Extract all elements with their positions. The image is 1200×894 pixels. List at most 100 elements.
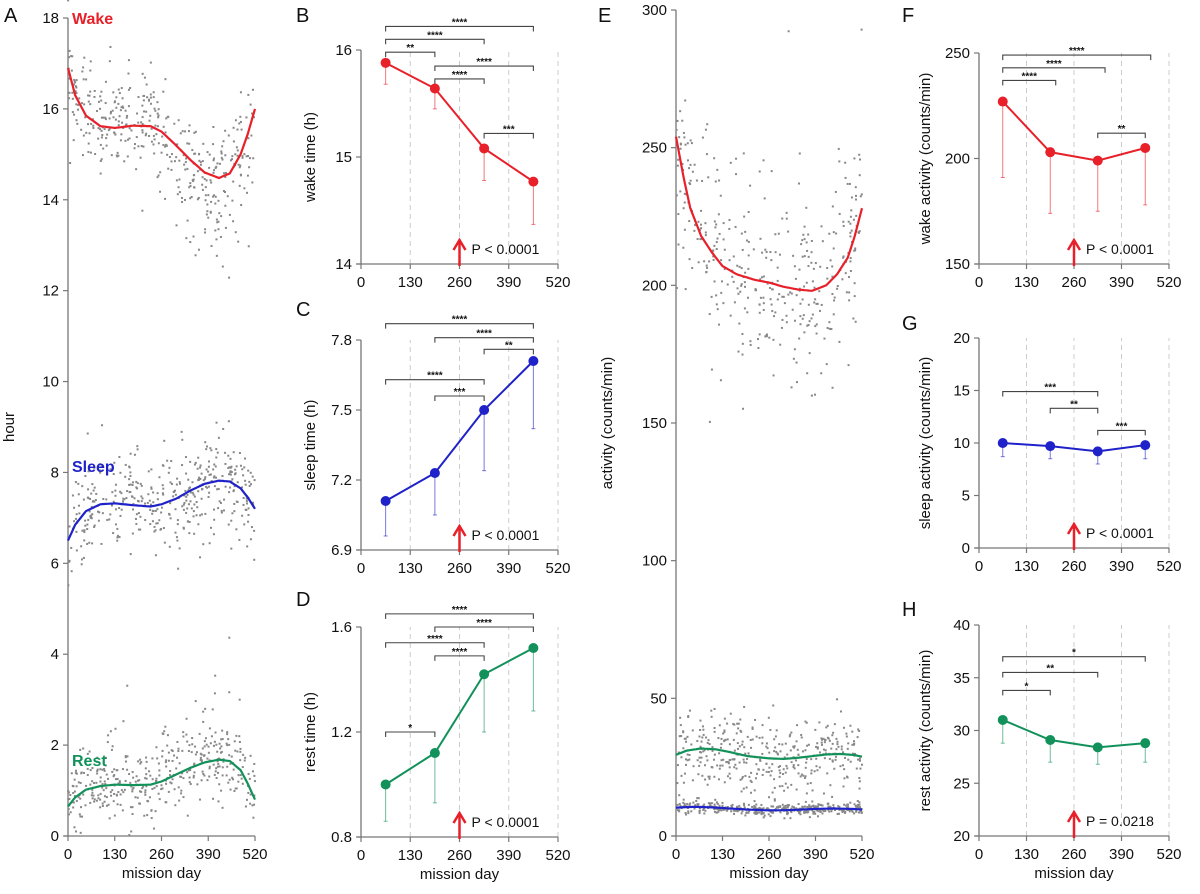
scatter-point bbox=[73, 78, 76, 81]
scatter-point bbox=[97, 797, 100, 800]
scatter-point bbox=[800, 773, 803, 776]
scatter-point bbox=[858, 806, 861, 809]
significance-bracket bbox=[385, 25, 534, 32]
scatter-point bbox=[722, 808, 725, 811]
scatter-point bbox=[715, 801, 718, 804]
scatter-point bbox=[196, 783, 199, 786]
scatter-point bbox=[782, 773, 785, 776]
scatter-point bbox=[193, 763, 196, 766]
scatter-point bbox=[836, 287, 839, 290]
scatter-point bbox=[776, 279, 779, 282]
scatter-point bbox=[148, 119, 151, 122]
significance-stars: **** bbox=[452, 647, 468, 658]
scatter-point bbox=[738, 322, 741, 325]
scatter-point bbox=[118, 507, 121, 510]
scatter-point bbox=[229, 470, 232, 473]
scatter-point bbox=[186, 219, 189, 222]
scatter-point bbox=[744, 752, 747, 755]
scatter-point bbox=[804, 800, 807, 803]
scatter-point bbox=[786, 767, 789, 770]
scatter-point bbox=[746, 296, 749, 299]
scatter-point bbox=[790, 292, 793, 295]
scatter-point bbox=[125, 116, 128, 119]
scatter-point bbox=[68, 813, 71, 816]
scatter-point bbox=[91, 791, 94, 794]
scatter-point bbox=[150, 809, 153, 812]
scatter-point bbox=[709, 802, 712, 805]
fit-curve-sleep-activity bbox=[676, 805, 863, 812]
scatter-point bbox=[720, 759, 723, 762]
scatter-point bbox=[735, 173, 738, 176]
scatter-point bbox=[212, 468, 215, 471]
scatter-point bbox=[136, 112, 139, 115]
scatter-point bbox=[108, 817, 111, 820]
significance-bracket bbox=[434, 337, 534, 343]
scatter-point bbox=[697, 261, 700, 264]
scatter-point bbox=[80, 545, 83, 548]
y-tick-label: 14 bbox=[42, 192, 59, 209]
scatter-point bbox=[91, 788, 94, 791]
scatter-point bbox=[99, 798, 102, 801]
scatter-point bbox=[87, 470, 90, 473]
scatter-point bbox=[189, 500, 192, 503]
scatter-point bbox=[220, 789, 223, 792]
scatter-point bbox=[145, 777, 148, 780]
scatter-point bbox=[684, 737, 687, 740]
scatter-point bbox=[107, 734, 110, 737]
scatter-point bbox=[796, 724, 799, 727]
scatter-point bbox=[741, 353, 744, 356]
scatter-point bbox=[789, 817, 792, 820]
scatter-point bbox=[682, 207, 685, 210]
scatter-point bbox=[683, 772, 686, 775]
scatter-point bbox=[120, 87, 123, 90]
scatter-point bbox=[787, 30, 790, 33]
scatter-point bbox=[679, 142, 682, 145]
scatter-point bbox=[713, 244, 716, 247]
scatter-point bbox=[697, 797, 700, 800]
scatter-point bbox=[85, 78, 88, 81]
scatter-point bbox=[227, 454, 230, 457]
scatter-point bbox=[741, 775, 744, 778]
scatter-point bbox=[146, 799, 149, 802]
scatter-point bbox=[231, 478, 234, 481]
scatter-point bbox=[249, 793, 252, 796]
scatter-point bbox=[178, 547, 181, 550]
scatter-point bbox=[727, 761, 730, 764]
scatter-point bbox=[787, 293, 790, 296]
data-point bbox=[1045, 734, 1056, 745]
scatter-point bbox=[106, 133, 109, 136]
scatter-point bbox=[86, 752, 89, 755]
scatter-point bbox=[797, 753, 800, 756]
y-tick-label: 15 bbox=[335, 149, 352, 166]
scatter-point bbox=[245, 502, 248, 505]
scatter-point bbox=[155, 133, 158, 136]
scatter-point bbox=[131, 484, 134, 487]
scatter-point bbox=[228, 754, 231, 757]
scatter-point bbox=[181, 130, 184, 133]
scatter-point bbox=[124, 756, 127, 759]
y-tick-label: 4 bbox=[51, 646, 59, 663]
scatter-point bbox=[814, 298, 817, 301]
scatter-point bbox=[842, 809, 845, 812]
scatter-point bbox=[207, 485, 210, 488]
scatter-point bbox=[249, 538, 252, 541]
scatter-point bbox=[253, 803, 256, 806]
scatter-point bbox=[144, 767, 147, 770]
scatter-point bbox=[87, 488, 90, 491]
scatter-point bbox=[244, 483, 247, 486]
scatter-point bbox=[116, 803, 119, 806]
scatter-point bbox=[181, 505, 184, 508]
scatter-point bbox=[234, 787, 237, 790]
scatter-point bbox=[164, 761, 167, 764]
scatter-point bbox=[745, 811, 748, 814]
scatter-point bbox=[850, 229, 853, 232]
scatter-point bbox=[741, 342, 744, 345]
scatter-point bbox=[113, 131, 116, 134]
scatter-point bbox=[230, 471, 233, 474]
scatter-point bbox=[145, 760, 148, 763]
scatter-point bbox=[178, 178, 181, 181]
scatter-point bbox=[718, 778, 721, 781]
scatter-point bbox=[803, 285, 806, 288]
scatter-point bbox=[814, 812, 817, 815]
scatter-point bbox=[228, 636, 231, 639]
